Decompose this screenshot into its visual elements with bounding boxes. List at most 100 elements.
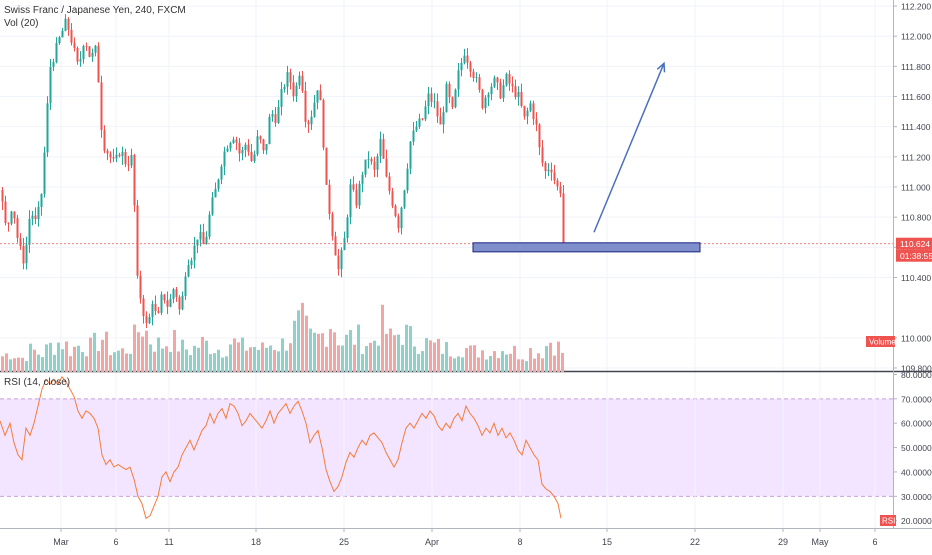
volume-bar bbox=[449, 356, 452, 372]
time-tick-label: 15 bbox=[602, 537, 612, 547]
volume-tag bbox=[866, 336, 895, 347]
candle-body bbox=[346, 217, 349, 239]
time-tick-label: 8 bbox=[517, 537, 522, 547]
rsi-line bbox=[0, 376, 562, 520]
volume-bar bbox=[361, 354, 364, 372]
volume-bar bbox=[505, 354, 508, 372]
candle-body bbox=[238, 142, 241, 154]
volume-bar bbox=[169, 351, 172, 372]
candle-body bbox=[499, 82, 502, 99]
volume-bar bbox=[545, 346, 548, 372]
candle-body bbox=[550, 169, 553, 173]
candle-body bbox=[460, 62, 463, 71]
candle-body bbox=[313, 102, 316, 117]
volume-bar bbox=[269, 345, 272, 372]
candle-body bbox=[301, 75, 304, 91]
candle-body bbox=[85, 46, 88, 48]
price-tick-label: 111.800 bbox=[901, 62, 931, 72]
candle-body bbox=[385, 158, 388, 177]
symbol-title[interactable]: Swiss Franc / Japanese Yen, 240, FXCM bbox=[4, 5, 186, 16]
volume-bar bbox=[113, 352, 116, 372]
volume-bar bbox=[537, 353, 540, 372]
candle-body bbox=[295, 85, 298, 97]
volume-bar bbox=[501, 351, 504, 372]
candle-body bbox=[463, 55, 466, 63]
volume-bar bbox=[53, 354, 56, 372]
volume-bar bbox=[209, 354, 212, 372]
candle-body bbox=[493, 77, 496, 87]
candle-body bbox=[526, 110, 529, 117]
candle-body bbox=[166, 300, 169, 307]
volume-bar bbox=[245, 350, 248, 372]
candle-body bbox=[217, 179, 220, 189]
candle-body bbox=[82, 46, 85, 60]
candle-body bbox=[439, 116, 442, 125]
candle-body bbox=[181, 295, 184, 310]
rsi-study-label[interactable]: RSI (14, close) bbox=[4, 377, 71, 388]
time-tick-label: May bbox=[811, 537, 829, 547]
volume-bar bbox=[225, 356, 228, 372]
time-tick-label: 29 bbox=[778, 537, 788, 547]
candle-body bbox=[52, 62, 55, 67]
rsi-pane bbox=[0, 376, 562, 520]
volume-bar bbox=[513, 345, 516, 372]
volume-study-label[interactable]: Vol (20) bbox=[4, 18, 39, 29]
candle-body bbox=[202, 232, 205, 245]
volume-bar bbox=[385, 333, 388, 372]
volume-bar bbox=[413, 346, 416, 372]
volume-bar bbox=[445, 342, 448, 372]
volume-bar bbox=[309, 328, 312, 372]
candle-body bbox=[157, 311, 160, 313]
volume-bar bbox=[437, 338, 440, 372]
volume-bar bbox=[197, 347, 200, 372]
price-tick-label: 111.000 bbox=[901, 183, 931, 193]
volume-bar bbox=[381, 304, 384, 372]
candle-body bbox=[145, 316, 148, 324]
volume-bar bbox=[409, 326, 412, 372]
candle-body bbox=[73, 42, 76, 48]
volume-bar bbox=[497, 358, 500, 372]
candle-body bbox=[418, 118, 421, 127]
candle-body bbox=[88, 46, 91, 57]
candle-body bbox=[250, 151, 253, 162]
candle-body bbox=[100, 82, 103, 131]
volume-bar bbox=[321, 333, 324, 372]
volume-bar bbox=[417, 354, 420, 372]
candle-body bbox=[121, 151, 124, 157]
candle-body bbox=[490, 86, 493, 95]
volume-bar bbox=[373, 340, 376, 372]
volume-bar bbox=[5, 353, 8, 372]
candle-body bbox=[415, 126, 418, 131]
volume-bar bbox=[73, 346, 76, 372]
candle-body bbox=[253, 154, 256, 162]
candle-body bbox=[235, 139, 238, 143]
volume-bar bbox=[257, 349, 260, 372]
volume-bar bbox=[481, 350, 484, 372]
volume-bar bbox=[549, 342, 552, 372]
candle-body bbox=[541, 147, 544, 163]
volume-bar bbox=[305, 315, 308, 372]
volume-bar bbox=[145, 330, 148, 372]
volume-bar bbox=[177, 351, 180, 372]
volume-bar bbox=[121, 348, 124, 372]
demand-zone-rectangle bbox=[472, 242, 701, 253]
volume-bar bbox=[97, 350, 100, 372]
candle-body bbox=[244, 144, 247, 151]
volume-bar bbox=[261, 342, 264, 372]
candle-body bbox=[475, 77, 478, 79]
candle-body bbox=[118, 154, 121, 157]
candle-body bbox=[226, 148, 229, 152]
candle-body bbox=[13, 211, 16, 219]
candle-body bbox=[25, 244, 28, 264]
candle-body bbox=[556, 180, 559, 187]
candle-body bbox=[34, 215, 37, 220]
candle-body bbox=[112, 157, 115, 159]
candle-body bbox=[127, 164, 130, 166]
volume-bar bbox=[457, 356, 460, 372]
volume-bar bbox=[141, 336, 144, 372]
volume-bar bbox=[485, 359, 488, 372]
countdown-tag bbox=[896, 249, 932, 262]
volume-bar bbox=[297, 310, 300, 372]
candle-body bbox=[514, 86, 517, 97]
